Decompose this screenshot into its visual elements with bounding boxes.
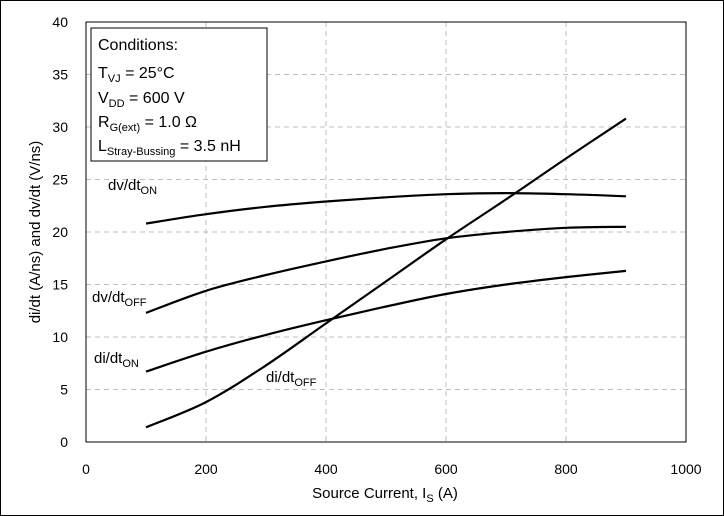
y-tick-label: 35: [52, 67, 68, 83]
y-tick-label: 40: [52, 14, 68, 30]
series-line-didt-on: [145, 269, 627, 373]
series-group: [145, 117, 627, 429]
series-label-didt-on: di/dtON: [94, 350, 139, 370]
y-tick-label: 0: [60, 434, 68, 450]
condition-vdd: VDD = 600 V: [98, 90, 185, 110]
conditions-title: Conditions:: [98, 37, 178, 54]
x-tick-label: 1000: [670, 461, 701, 477]
conditions-box: Conditions: TVJ = 25°C VDD = 600 V RG(ex…: [90, 27, 268, 162]
y-tick-label: 25: [52, 172, 68, 188]
conditions-frame: [90, 27, 268, 162]
x-tick-label: 0: [82, 461, 90, 477]
series-label-dvdt-on: dv/dtON: [108, 177, 157, 197]
y-tick-label: 10: [52, 329, 68, 345]
x-tick-labels: 0 200 400 600 800 1000: [82, 461, 702, 477]
y-tick-label: 30: [52, 119, 68, 135]
y-tick-labels: 0 5 10 15 20 25 30 35 40: [52, 14, 68, 450]
series-label-didt-off: di/dtOFF: [266, 369, 317, 389]
series-line-dvdt-on: [145, 191, 627, 225]
condition-tvj: TVJ = 25°C: [98, 65, 175, 85]
y-tick-label: 15: [52, 277, 68, 293]
x-tick-label: 800: [554, 461, 578, 477]
series-label-dvdt-off: dv/dtOFF: [92, 289, 147, 309]
grid: [86, 22, 686, 442]
x-tick-label: 200: [194, 461, 218, 477]
condition-rg: RG(ext) = 1.0 Ω: [98, 114, 197, 134]
series-line-dvdt-off: [145, 225, 627, 314]
condition-lstray: LStray-Bussing = 3.5 nH: [98, 138, 241, 158]
series-line-didt-off: [145, 117, 627, 429]
x-tick-label: 600: [434, 461, 458, 477]
x-tick-label: 400: [314, 461, 338, 477]
y-tick-label: 5: [60, 382, 68, 398]
plot-frame: [85, 21, 687, 443]
y-axis-label: di/dt (A/ns) and dv/dt (V/ns): [27, 141, 44, 324]
y-tick-label: 20: [52, 224, 68, 240]
x-axis-label: Source Current, IS (A): [312, 485, 458, 505]
